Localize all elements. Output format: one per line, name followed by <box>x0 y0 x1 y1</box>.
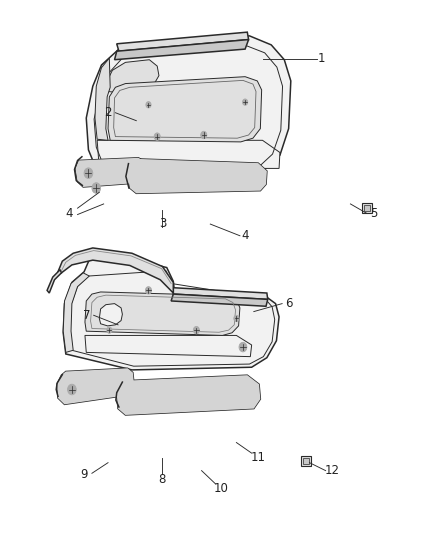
Circle shape <box>67 384 76 395</box>
Circle shape <box>92 183 101 193</box>
Text: 4: 4 <box>241 229 249 242</box>
Polygon shape <box>57 368 134 405</box>
Polygon shape <box>63 249 279 370</box>
Polygon shape <box>173 288 268 300</box>
Polygon shape <box>127 159 267 193</box>
Polygon shape <box>47 270 61 293</box>
Polygon shape <box>97 140 280 168</box>
Polygon shape <box>107 60 159 93</box>
Text: 6: 6 <box>285 297 293 310</box>
Polygon shape <box>85 292 240 335</box>
FancyBboxPatch shape <box>303 458 309 464</box>
Text: 4: 4 <box>65 207 73 220</box>
Circle shape <box>234 316 239 321</box>
Text: 11: 11 <box>251 451 266 464</box>
Text: 2: 2 <box>104 106 112 119</box>
Circle shape <box>107 327 112 333</box>
Polygon shape <box>58 248 173 293</box>
Text: 8: 8 <box>159 473 166 486</box>
Circle shape <box>146 102 151 108</box>
Circle shape <box>239 342 247 352</box>
Circle shape <box>193 326 199 334</box>
Polygon shape <box>117 375 260 415</box>
Text: 5: 5 <box>370 207 377 220</box>
Text: 9: 9 <box>80 468 88 481</box>
FancyBboxPatch shape <box>364 205 370 211</box>
Polygon shape <box>127 159 267 193</box>
Text: 1: 1 <box>318 52 325 65</box>
Polygon shape <box>75 158 145 187</box>
Polygon shape <box>117 375 260 415</box>
Text: 7: 7 <box>82 309 90 322</box>
Circle shape <box>243 99 248 106</box>
Circle shape <box>154 133 160 140</box>
Polygon shape <box>57 368 134 405</box>
Polygon shape <box>171 294 268 306</box>
FancyBboxPatch shape <box>301 456 311 466</box>
Polygon shape <box>86 36 291 179</box>
Circle shape <box>145 287 152 294</box>
Polygon shape <box>95 58 110 140</box>
Text: 10: 10 <box>214 482 229 495</box>
Circle shape <box>201 131 207 139</box>
Polygon shape <box>115 39 249 60</box>
Polygon shape <box>99 304 122 326</box>
Text: 12: 12 <box>325 464 339 477</box>
Polygon shape <box>85 335 252 357</box>
Polygon shape <box>63 273 89 352</box>
FancyBboxPatch shape <box>362 203 372 213</box>
Circle shape <box>84 168 93 179</box>
Text: 3: 3 <box>159 216 166 230</box>
Polygon shape <box>117 32 249 51</box>
Polygon shape <box>108 77 261 142</box>
Polygon shape <box>75 158 145 187</box>
